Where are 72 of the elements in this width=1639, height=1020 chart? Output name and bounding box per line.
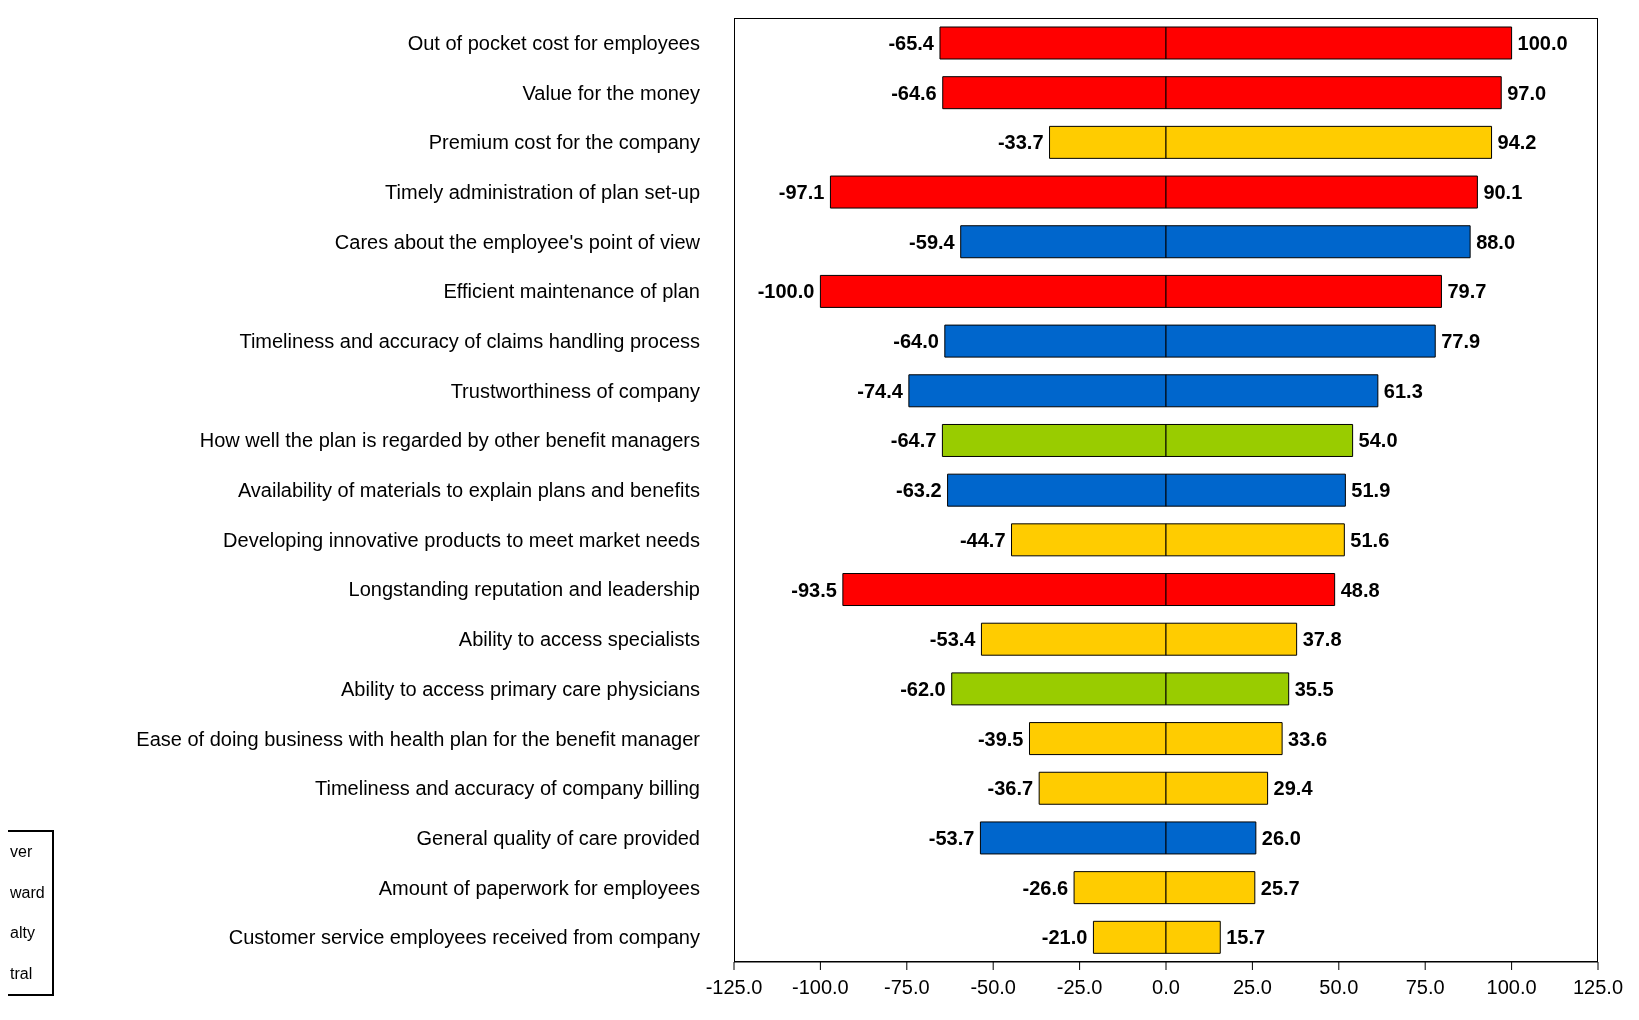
y-tick-label: Premium cost for the company <box>428 131 700 154</box>
data-label: -97.1 <box>778 181 825 204</box>
data-label: -21.0 <box>1041 926 1088 949</box>
y-tick-label: Trustworthiness of company <box>450 379 700 402</box>
text: ward <box>10 883 45 902</box>
data-label: -63.2 <box>895 479 942 502</box>
data-label: 94.2 <box>1497 131 1537 154</box>
data-label: -93.5 <box>791 578 837 601</box>
data-label: -36.7 <box>987 777 1034 800</box>
x-tick-label: 125.0 <box>1572 976 1624 999</box>
y-tick-label: Cares about the employee's point of view <box>334 230 701 253</box>
x-tick-label: -125.0 <box>705 976 763 999</box>
data-label: 48.8 <box>1340 578 1380 601</box>
data-label: 77.9 <box>1441 330 1481 353</box>
x-tick-label: -75.0 <box>884 976 930 999</box>
data-label: -64.6 <box>891 81 937 104</box>
data-label: -33.7 <box>997 131 1044 154</box>
y-tick-label: Availability of materials to explain plans and benefits <box>237 479 700 502</box>
y-tick-label: Timeliness and accuracy of claims handling process <box>239 330 700 353</box>
data-label: -65.4 <box>888 32 935 54</box>
data-label: 35.5 <box>1294 677 1334 700</box>
data-label: 61.3 <box>1383 379 1423 402</box>
data-label: -39.5 <box>977 727 1024 750</box>
y-tick-label: Longstanding reputation and leadership <box>348 578 700 601</box>
x-tick-label: 50.0 <box>1319 976 1359 999</box>
y-tick-label: Timeliness and accuracy of company billing <box>315 777 700 800</box>
y-tick-label: Developing innovative products to meet market needs <box>223 528 700 551</box>
y-tick-label: Ability to access primary care physicians <box>340 677 700 700</box>
data-label: -100.0 <box>757 280 815 303</box>
x-tick-label: -100.0 <box>792 976 849 999</box>
text: alty <box>10 924 35 943</box>
data-label: 90.1 <box>1483 181 1523 204</box>
y-tick-label: Value for the money <box>522 81 700 104</box>
data-label: 54.0 <box>1358 429 1398 452</box>
x-tick-label: 0.0 <box>1152 976 1180 999</box>
y-tick-label: Timely administration of plan set-up <box>385 180 700 203</box>
data-label: 15.7 <box>1226 926 1266 949</box>
data-label: -44.7 <box>959 528 1006 551</box>
data-label: -74.4 <box>857 379 904 402</box>
y-tick-label: General quality of care provided <box>416 826 700 849</box>
data-label: 100.0 <box>1517 32 1568 54</box>
data-label: 88.0 <box>1476 230 1516 253</box>
data-label: 25.7 <box>1260 876 1300 899</box>
y-tick-label: Out of pocket cost for employees <box>407 31 700 54</box>
x-tick-label: 25.0 <box>1232 976 1272 999</box>
x-tick-label: -25.0 <box>1056 976 1103 999</box>
x-tick-label: 75.0 <box>1405 976 1445 999</box>
y-tick-label: Ability to access specialists <box>458 628 700 651</box>
y-tick-label: Ease of doing business with health plan for the benefit manager <box>136 727 701 750</box>
data-label: 97.0 <box>1507 81 1547 104</box>
data-label: 33.6 <box>1288 727 1328 750</box>
data-label: 51.6 <box>1350 528 1390 551</box>
data-label: 51.9 <box>1351 479 1391 502</box>
data-label: -59.4 <box>909 230 956 253</box>
y-tick-label: Amount of paperwork for employees <box>378 876 700 899</box>
data-label: -64.0 <box>893 330 939 353</box>
y-tick-label: Efficient maintenance of plan <box>443 280 700 303</box>
text: tral <box>10 964 33 983</box>
data-label: -26.6 <box>1022 876 1069 899</box>
data-label: -62.0 <box>900 677 946 700</box>
data-label: -64.7 <box>890 429 937 452</box>
data-label: 29.4 <box>1273 777 1314 800</box>
data-label: 37.8 <box>1302 628 1342 651</box>
data-label: 79.7 <box>1447 280 1487 303</box>
data-label: -53.4 <box>929 628 977 651</box>
data-label: -53.7 <box>928 826 975 849</box>
data-label: 26.0 <box>1261 826 1301 849</box>
y-tick-label: How well the plan is regarded by other benefit managers <box>199 429 700 452</box>
x-tick-label: 100.0 <box>1486 976 1537 999</box>
text: ver <box>10 843 33 862</box>
x-tick-label: -50.0 <box>970 976 1016 999</box>
y-tick-label: Customer service employees received from company <box>228 926 700 949</box>
